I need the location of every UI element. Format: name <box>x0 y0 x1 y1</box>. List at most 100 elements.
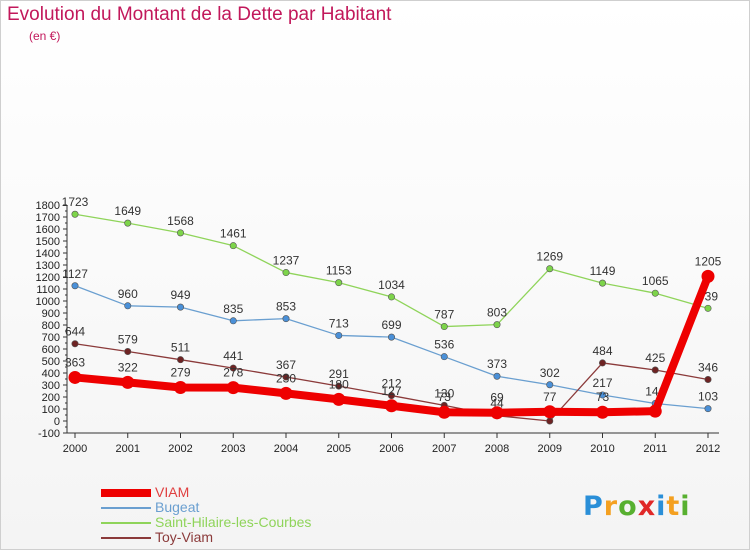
y-tick-label: 1300 <box>36 260 60 272</box>
data-point-saint-hilaire-les-courbes <box>282 269 290 277</box>
data-point-bugeat <box>282 315 290 323</box>
y-tick-label: 900 <box>42 308 60 320</box>
y-tick-label: 500 <box>42 356 60 368</box>
data-label-saint-hilaire-les-courbes: 803 <box>487 306 507 320</box>
y-tick-label: 1400 <box>36 248 60 260</box>
data-label-bugeat: 853 <box>276 300 296 314</box>
data-point-bugeat <box>71 282 79 290</box>
data-point-viam <box>701 269 715 283</box>
y-tick-label: 200 <box>42 392 60 404</box>
data-label-saint-hilaire-les-courbes: 1065 <box>642 274 669 288</box>
data-label-viam: 180 <box>329 377 349 391</box>
data-label-viam: 69 <box>490 391 504 405</box>
data-point-saint-hilaire-les-courbes <box>335 279 343 287</box>
data-point-toy-viam <box>335 382 343 390</box>
data-label-toy-viam: 212 <box>381 377 401 391</box>
data-label-toy-viam: 511 <box>171 341 190 355</box>
data-point-viam <box>121 375 135 389</box>
y-tick-label: -100 <box>38 428 60 440</box>
data-label-toy-viam: 484 <box>592 344 612 358</box>
legend-swatch <box>101 522 151 524</box>
data-point-saint-hilaire-les-courbes <box>177 229 185 237</box>
data-label-saint-hilaire-les-courbes: 787 <box>434 308 454 322</box>
data-point-saint-hilaire-les-courbes <box>651 289 659 297</box>
data-label-toy-viam: 130 <box>434 386 454 400</box>
data-point-saint-hilaire-les-courbes <box>387 293 395 301</box>
x-tick-label: 2004 <box>274 443 298 455</box>
data-point-viam <box>279 386 293 400</box>
x-tick-label: 2006 <box>379 443 403 455</box>
data-label-bugeat: 536 <box>434 338 454 352</box>
data-point-toy-viam <box>651 366 659 374</box>
data-point-viam <box>596 405 609 419</box>
data-label-viam: 1205 <box>695 254 722 268</box>
x-tick-label: 2010 <box>590 443 614 455</box>
data-label-saint-hilaire-les-courbes: 1237 <box>273 254 300 268</box>
data-label-toy-viam: 425 <box>645 351 665 365</box>
data-point-bugeat <box>229 317 237 325</box>
y-tick-label: 1100 <box>36 284 60 296</box>
data-label-viam: 77 <box>543 390 557 404</box>
x-tick-label: 2001 <box>116 443 140 455</box>
data-label-toy-viam: 291 <box>329 367 349 381</box>
data-point-saint-hilaire-les-courbes <box>71 210 79 218</box>
data-point-toy-viam <box>598 359 606 367</box>
data-label-bugeat: 217 <box>592 376 612 390</box>
data-point-saint-hilaire-les-courbes <box>598 279 606 287</box>
data-point-saint-hilaire-les-courbes <box>546 265 554 273</box>
data-point-viam <box>174 381 187 395</box>
data-label-bugeat: 1127 <box>62 267 88 281</box>
data-point-toy-viam <box>177 356 185 364</box>
data-label-saint-hilaire-les-courbes: 1649 <box>114 204 141 218</box>
legend-label: Saint-Hilaire-les-Courbes <box>155 514 312 530</box>
logo-letter: o <box>618 491 638 522</box>
y-tick-label: 800 <box>42 320 60 332</box>
data-label-viam: 73 <box>596 390 610 404</box>
data-label-viam: 322 <box>118 360 138 374</box>
data-point-toy-viam <box>546 417 554 425</box>
y-tick-label: 100 <box>42 404 60 416</box>
x-tick-label: 2005 <box>327 443 351 455</box>
data-point-bugeat <box>598 391 606 399</box>
data-label-saint-hilaire-les-courbes: 1149 <box>590 264 616 278</box>
y-tick-label: 400 <box>42 368 60 380</box>
data-label-bugeat: 949 <box>170 288 190 302</box>
data-point-bugeat <box>387 333 395 341</box>
data-label-bugeat: 699 <box>381 318 401 332</box>
data-point-viam <box>648 404 662 418</box>
legend-label: VIAM <box>155 484 190 500</box>
data-point-saint-hilaire-les-courbes <box>124 219 132 227</box>
data-point-viam <box>68 370 82 384</box>
data-label-viam: 279 <box>170 366 190 380</box>
data-label-saint-hilaire-les-courbes: 1034 <box>378 278 405 292</box>
x-tick-label: 2007 <box>432 443 456 455</box>
data-label-viam: 73 <box>438 390 452 404</box>
data-point-viam <box>437 405 451 419</box>
legend-swatch <box>101 489 151 497</box>
y-tick-label: 1200 <box>36 272 60 284</box>
data-point-viam <box>490 406 504 420</box>
x-tick-label: 2009 <box>538 443 562 455</box>
x-tick-label: 2003 <box>221 443 245 455</box>
x-tick-label: 2008 <box>485 443 509 455</box>
x-tick-label: 2000 <box>63 443 87 455</box>
data-point-toy-viam <box>387 392 395 400</box>
data-label-toy-viam: 346 <box>698 360 718 374</box>
data-label-viam: 127 <box>381 384 401 398</box>
data-point-saint-hilaire-les-courbes <box>493 321 501 329</box>
data-label-bugeat: 713 <box>329 316 349 330</box>
y-tick-label: 0 <box>54 416 60 428</box>
data-point-toy-viam <box>124 348 132 356</box>
proxiti-logo: Proxiti <box>583 491 691 522</box>
data-point-toy-viam <box>229 364 237 372</box>
data-label-toy-viam: 441 <box>223 349 243 363</box>
data-point-viam <box>385 399 398 413</box>
legend-swatch <box>101 537 151 539</box>
data-label-viam: 363 <box>65 355 85 369</box>
x-tick-label: 2002 <box>168 443 192 455</box>
logo-letter: r <box>603 491 619 522</box>
chart-title: Evolution du Montant de la Dette par Hab… <box>7 4 392 25</box>
data-label-toy-viam: 644 <box>65 325 85 339</box>
